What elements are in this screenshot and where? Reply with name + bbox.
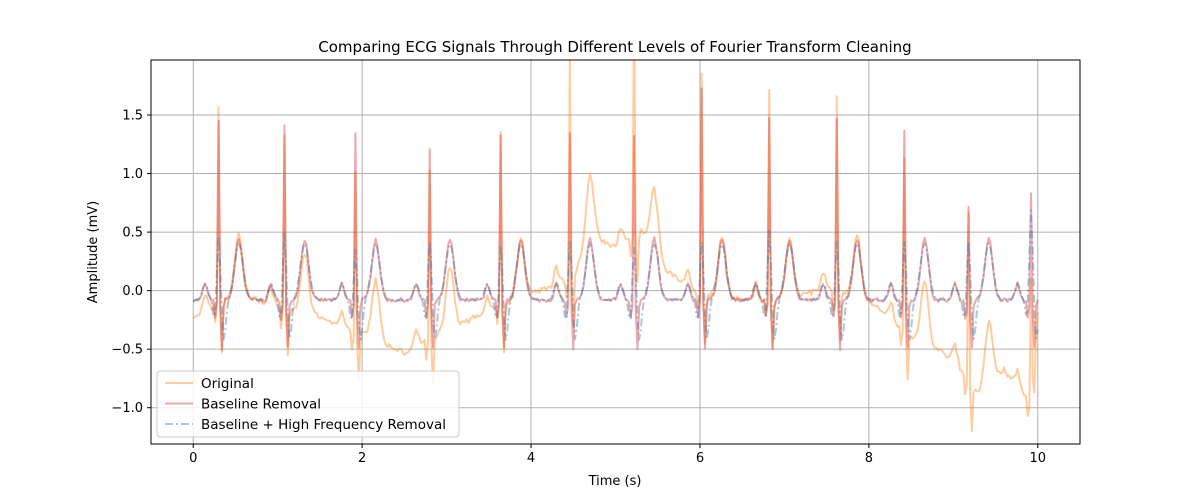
y-axis-label: Amplitude (mV) <box>86 201 101 303</box>
series-line-baseline-removal <box>192 87 1039 352</box>
legend-label: Baseline + High Frequency Removal <box>201 417 446 433</box>
axes-frame <box>150 59 1081 445</box>
legend-box <box>156 370 460 438</box>
y-tick-label: −1.0 <box>111 401 143 416</box>
legend-label: Original <box>201 376 254 392</box>
x-tick-label: 4 <box>527 451 535 466</box>
plot-series-area <box>192 60 1039 433</box>
x-tick-label: 6 <box>696 451 704 466</box>
x-tick-label: 8 <box>865 451 873 466</box>
y-tick-label: 1.5 <box>122 109 143 124</box>
x-axis-label: Time (s) <box>588 474 642 489</box>
y-tick-label: 0.0 <box>122 284 143 299</box>
legend-label: Baseline Removal <box>201 397 321 413</box>
x-tick-label: 10 <box>1029 451 1046 466</box>
y-tick-label: 0.5 <box>122 226 143 241</box>
y-axis-ticks: −1.0 −0.5 0.0 0.5 1.0 1.5 <box>111 109 151 416</box>
chart-title: Comparing ECG Signals Through Different … <box>318 38 911 56</box>
series-line-original <box>192 60 1039 433</box>
x-axis-ticks: 0 2 4 6 8 10 <box>189 444 1046 466</box>
legend: Original Baseline Removal Baseline + High … <box>156 370 460 438</box>
x-tick-label: 0 <box>189 451 197 466</box>
series-line-baseline-high-frequency-removal <box>192 209 1039 341</box>
y-tick-label: −0.5 <box>111 343 143 358</box>
y-tick-label: 1.0 <box>122 167 143 182</box>
x-tick-label: 2 <box>358 451 366 466</box>
